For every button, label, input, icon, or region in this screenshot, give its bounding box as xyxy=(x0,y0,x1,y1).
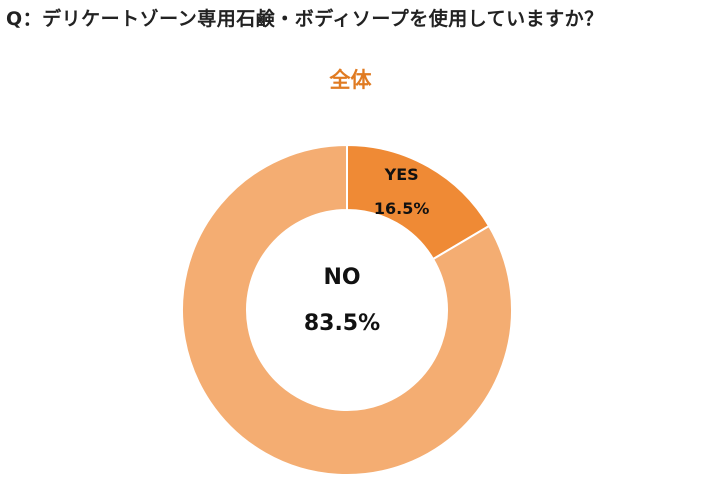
slice-value-yes: 16.5% xyxy=(374,199,430,218)
donut-labels: YES 16.5% NO 83.5% xyxy=(304,165,430,336)
chart-title: 全体 xyxy=(329,68,372,92)
slice-label-no: NO xyxy=(323,265,360,290)
question-title: Q：デリケートゾーン専用石鹸・ボディソープを使用していますか？ xyxy=(6,8,604,30)
slice-label-yes: YES xyxy=(384,165,419,184)
donut-slices xyxy=(181,143,513,476)
slice-value-no: 83.5% xyxy=(304,311,380,336)
slice-no xyxy=(181,143,513,476)
